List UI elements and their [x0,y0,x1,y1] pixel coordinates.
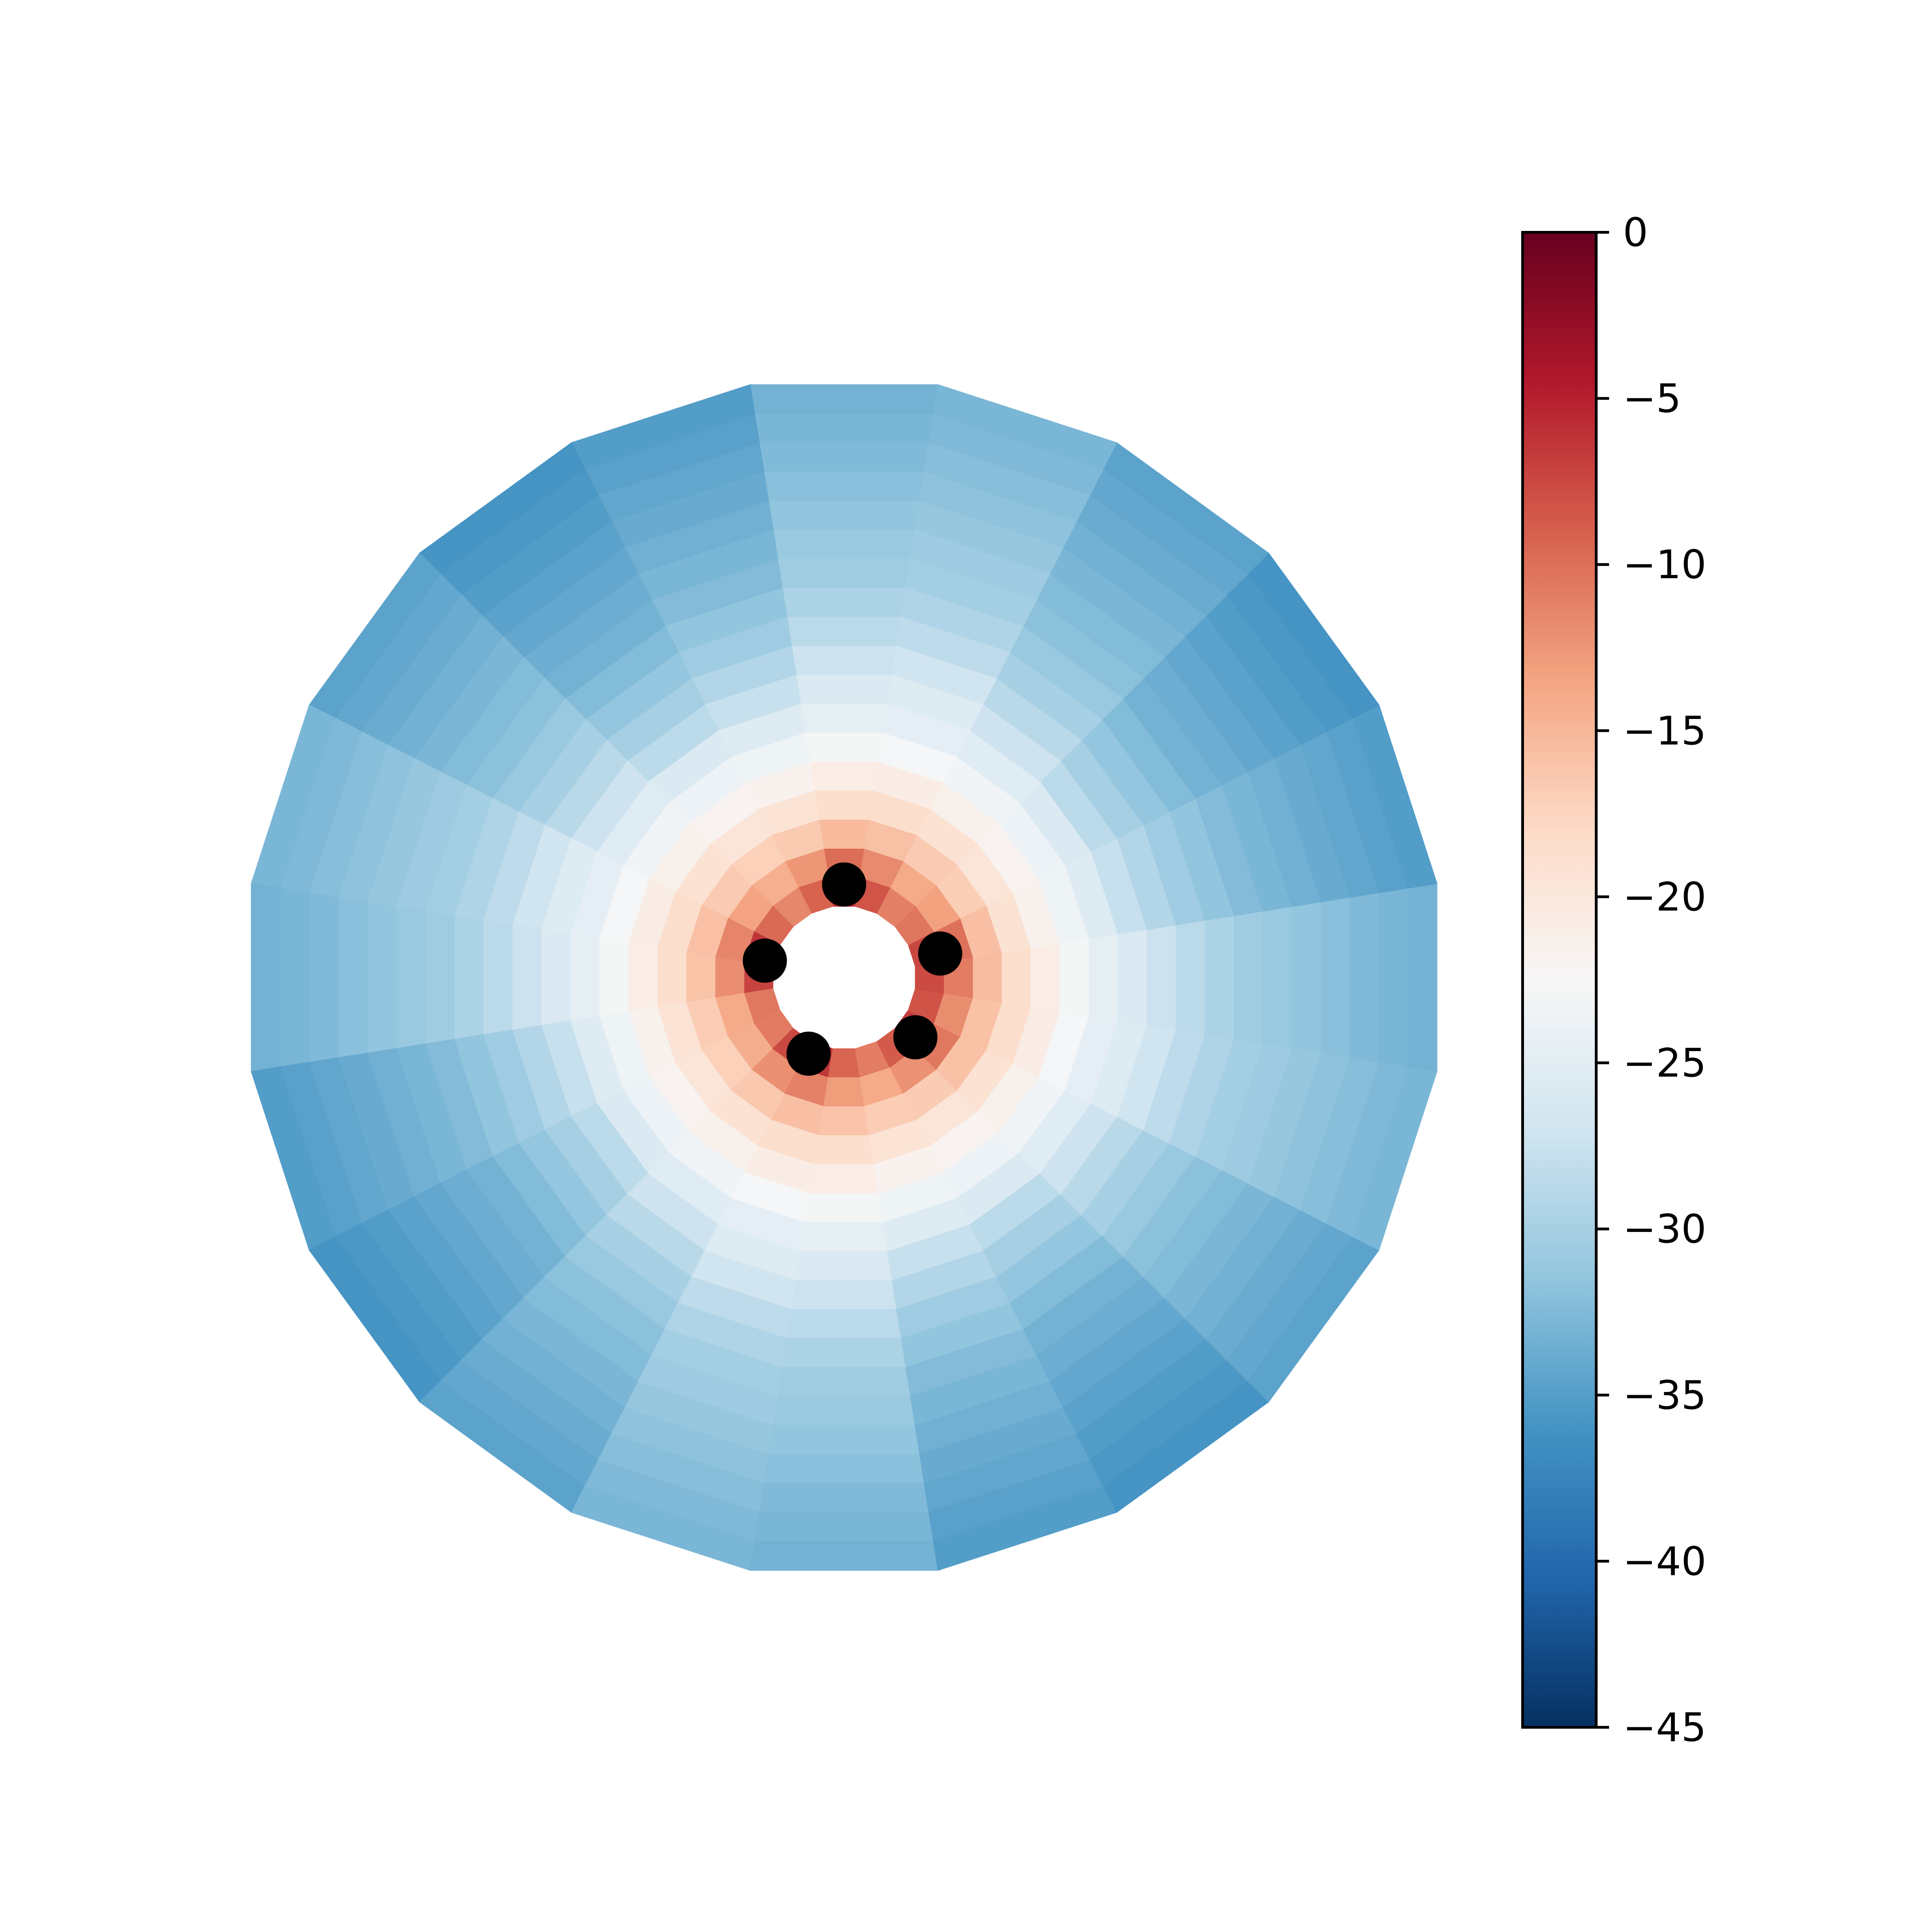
mesh-cell [1350,892,1380,1063]
mesh-cell [309,892,339,1063]
mesh-cell [972,952,1003,1003]
mesh-cell [512,924,541,1031]
colorbar: 0 −5 −10 −15 −20 −25 −30 −35 −40 −45 [1521,210,1707,1751]
mesh-cell [759,442,930,472]
mesh-cell [800,703,888,733]
mesh-cell [800,1222,888,1252]
mesh-cell [791,645,897,675]
colorbar-tick-label: −10 [1623,542,1707,588]
mesh-cell [823,1077,865,1107]
mesh-cell [791,1280,897,1310]
mesh-cell [818,819,870,849]
mesh-cell [656,947,687,1008]
mesh-cell [1147,924,1177,1031]
mesh-cell [338,897,368,1058]
mesh-cell [454,915,483,1040]
mesh-cell [933,384,1117,470]
mesh-cell [754,413,934,443]
colorbar-tick-label: −5 [1623,376,1681,422]
marker-point [893,1015,937,1059]
marker-layer [742,862,962,1076]
mesh-cell [540,929,570,1026]
mesh-cell [425,910,454,1045]
mesh-cell [280,887,310,1068]
colorbar-tick-label: −40 [1623,1539,1707,1585]
mesh-cell [818,1106,870,1136]
mesh-cell [396,906,426,1049]
mesh-cell [1059,938,1090,1017]
mesh-cell [627,943,658,1012]
colorbar-tick-label: −20 [1623,874,1707,920]
mesh-cell [714,956,745,999]
marker-point [918,931,962,976]
mesh-cell [1234,910,1264,1045]
mesh-cell [1205,915,1235,1040]
mesh-cell [1263,906,1293,1049]
mesh-cell [763,1454,925,1484]
mesh-cell [814,790,874,820]
mesh-cell [772,529,916,559]
mesh-cell [367,901,397,1054]
polar-heatmap [251,384,1438,1571]
mesh-cell [1118,929,1148,1026]
mesh-cell [795,674,893,704]
mesh-cell [569,933,599,1022]
colorbar-ticks: 0 −5 −10 −15 −20 −25 −30 −35 −40 −45 [1596,210,1707,1751]
marker-point [742,938,787,983]
mesh-cell [685,952,716,1003]
mesh-cell [483,920,512,1035]
mesh-cell [809,761,879,791]
colorbar-bar [1521,231,1598,1729]
mesh-cell [828,1048,861,1078]
mesh-cell [768,500,920,530]
mesh-cell [782,587,907,617]
marker-point [822,862,866,907]
mesh-cell [1408,883,1438,1072]
mesh-cell [1379,887,1409,1068]
colorbar-tick-label: −15 [1623,708,1707,754]
mesh-cell [786,616,902,646]
mesh-cell [1292,901,1322,1054]
mesh-cell [814,1135,874,1165]
mesh-cell [786,1309,902,1339]
marker-point [786,1031,831,1076]
colorbar-tick-label: −35 [1623,1373,1707,1419]
mesh-cell [805,1193,884,1223]
colorbar-tick-label: −25 [1623,1041,1707,1087]
mesh-cell [1001,947,1032,1008]
colorbar-tick-label: −45 [1623,1705,1707,1751]
mesh-cell [782,1338,907,1368]
colorbar-tick-label: 0 [1623,210,1648,256]
mesh-cell [777,558,911,588]
mesh-cell [251,883,281,1072]
mesh-cell [1089,933,1119,1022]
mesh-cell [805,732,884,762]
mesh-cell [1176,920,1206,1035]
mesh-cell [809,1164,879,1194]
mesh-cell [750,1541,938,1571]
mesh-cell [768,1425,920,1455]
mesh-cell [1030,943,1061,1012]
mesh-cell [763,471,925,501]
mesh-cell [759,1483,930,1513]
mesh-cell [598,938,629,1017]
colorbar-tick-label: −30 [1623,1207,1707,1253]
mesh-cell [750,384,938,414]
mesh-cell [754,1512,934,1542]
mesh-cell [777,1367,911,1397]
mesh-cell [1321,897,1351,1058]
mesh-cell [772,1396,916,1426]
mesh-cell [795,1251,893,1281]
